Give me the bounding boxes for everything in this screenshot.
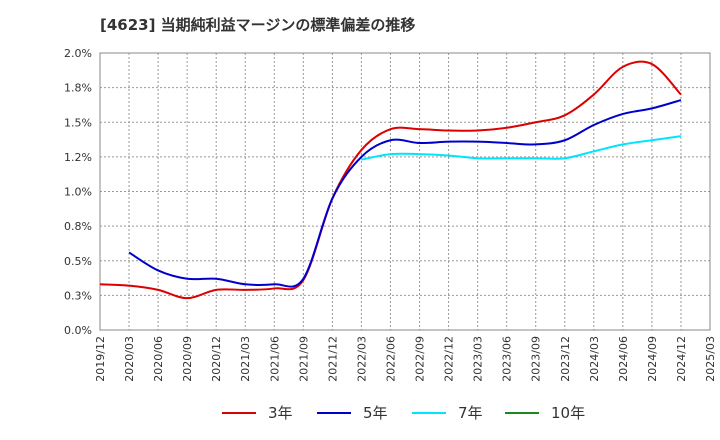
legend-label: 7年 [458, 404, 483, 422]
y-tick-label: 1.2% [64, 151, 92, 164]
series-line-2 [128, 99, 682, 288]
legend-label: 3年 [268, 404, 293, 422]
x-tick-label: 2024/03 [588, 336, 601, 382]
y-tick-label: 0.8% [64, 220, 92, 233]
y-tick-label: 2.0% [64, 47, 92, 60]
legend-item: 3年 [222, 402, 293, 423]
x-tick-label: 2025/03 [704, 336, 717, 382]
x-tick-label: 2023/03 [472, 336, 485, 382]
x-tick-label: 2024/12 [675, 336, 688, 382]
y-tick-labels: 0.0% 0.3% 0.5% 0.8% 1.0% 1.2% 1.5% 1.8% 2.0% [64, 47, 92, 337]
plot-frame [99, 52, 711, 331]
series-line-1 [99, 60, 682, 300]
legend-item: 10年 [505, 402, 585, 423]
legend-swatch [222, 411, 256, 414]
x-tick-label: 2023/12 [559, 336, 572, 382]
x-tick-label: 2024/06 [617, 336, 630, 382]
x-tick-label: 2020/03 [123, 336, 136, 382]
chart-area: 0.0% 0.3% 0.5% 0.8% 1.0% 1.2% 1.5% 1.8% 2.0% 201… [64, 47, 717, 382]
series-lines [99, 60, 682, 300]
x-tick-label: 2020/12 [210, 336, 223, 382]
x-tick-label: 2020/09 [181, 336, 194, 382]
legend-label: 5年 [363, 404, 388, 422]
x-tick-label: 2022/06 [384, 336, 397, 382]
axes [99, 52, 711, 331]
series-line-3 [361, 135, 682, 161]
y-tick-label: 1.5% [64, 116, 92, 129]
x-tick-labels: 2019/12 2020/03 2020/06 2020/09 2020/12 2021/… [94, 336, 717, 382]
x-tick-label: 2022/03 [355, 336, 368, 382]
x-tick-label: 2021/09 [297, 336, 310, 382]
y-tick-label: 1.0% [64, 186, 92, 199]
x-tick-label: 2021/12 [326, 336, 339, 382]
y-tick-label: 0.3% [64, 289, 92, 302]
x-tick-label: 2024/09 [646, 336, 659, 382]
legend-item: 5年 [317, 402, 388, 423]
x-tick-label: 2020/06 [152, 336, 165, 382]
y-tick-label: 0.0% [64, 324, 92, 337]
legend-swatch [412, 411, 446, 414]
y-tick-label: 0.5% [64, 255, 92, 268]
legend-label: 10年 [551, 404, 586, 422]
legend: 3年 5年 7年 10年 [0, 402, 720, 430]
x-tick-label: 2023/06 [501, 336, 514, 382]
x-tick-label: 2022/12 [443, 336, 456, 382]
legend-swatch [317, 411, 351, 414]
x-tick-label: 2019/12 [94, 336, 107, 382]
legend-item: 7年 [412, 402, 483, 423]
x-tick-label: 2023/09 [530, 336, 543, 382]
x-tick-label: 2021/06 [268, 336, 281, 382]
x-tick-label: 2022/09 [414, 336, 427, 382]
x-tick-label: 2021/03 [239, 336, 252, 382]
legend-swatch [505, 411, 539, 414]
chart-title: [4623] 当期純利益マージンの標準偏差の推移 [100, 16, 416, 34]
y-tick-label: 1.8% [64, 82, 92, 95]
